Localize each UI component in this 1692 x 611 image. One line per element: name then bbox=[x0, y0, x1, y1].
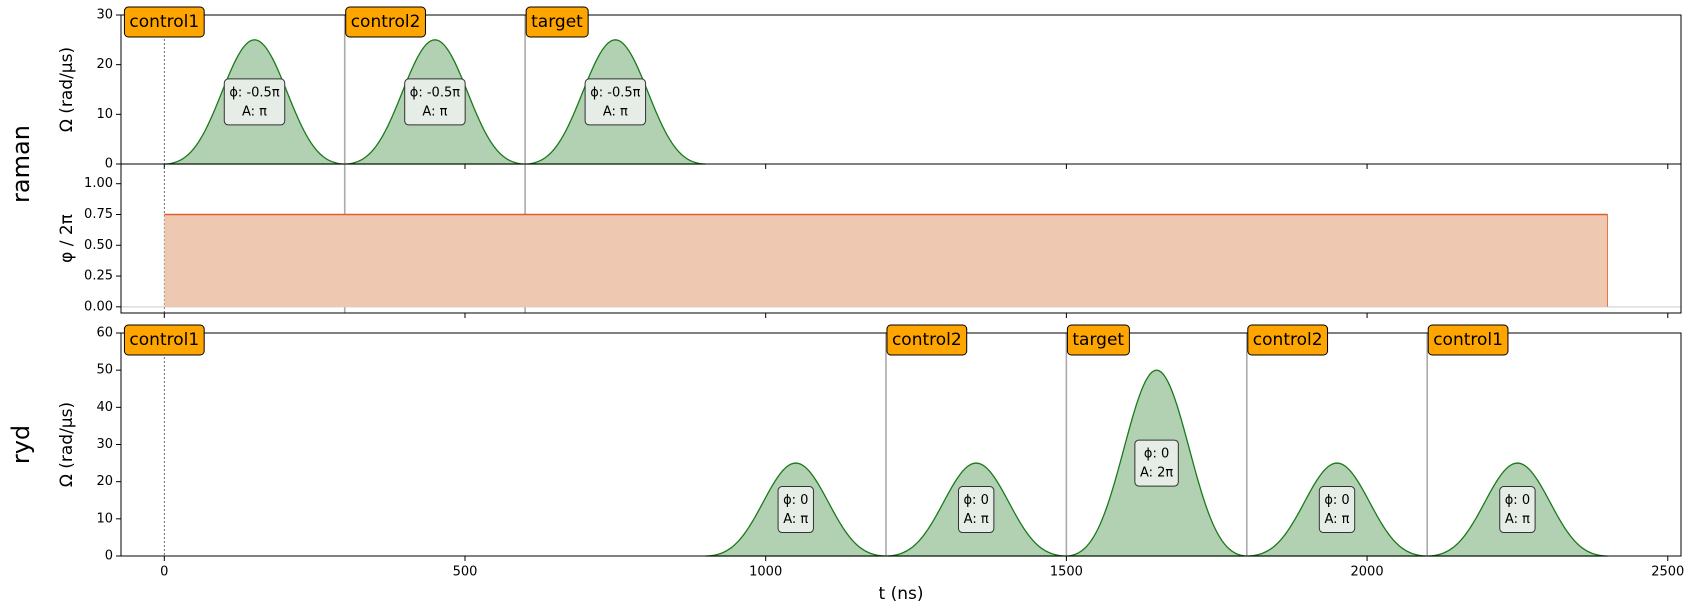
pulse-label-box bbox=[584, 78, 647, 126]
target-label: control2 bbox=[1253, 330, 1323, 350]
pulse-label-box bbox=[223, 78, 286, 126]
target-box bbox=[1066, 324, 1130, 356]
pulse-phase-label: ϕ: -0.5π bbox=[590, 85, 640, 100]
pulse-area-label: A: π bbox=[1505, 512, 1530, 527]
x-axis-label: t (ns) bbox=[879, 584, 924, 604]
x-tick-label: 2500 bbox=[1651, 565, 1684, 580]
target-box bbox=[1427, 324, 1509, 356]
y-tick-label: 10 bbox=[96, 107, 113, 122]
target-box bbox=[345, 6, 426, 38]
pulse-phase-label: ϕ: 0 bbox=[963, 493, 988, 508]
pulse-area-label: A: π bbox=[783, 512, 808, 527]
pulse-label-box bbox=[1499, 486, 1536, 534]
x-tick-label: 2000 bbox=[1351, 565, 1384, 580]
pulse-phase-label: ϕ: 0 bbox=[1505, 493, 1530, 508]
pulse-area-label: A: 2π bbox=[1140, 466, 1173, 481]
pulse-phase-label: ϕ: 0 bbox=[1324, 493, 1349, 508]
target-label: control1 bbox=[129, 330, 199, 350]
pulse-area-label: A: π bbox=[242, 104, 267, 119]
target-box bbox=[123, 324, 205, 356]
channel-label: raman bbox=[7, 125, 35, 203]
y-tick-label: 50 bbox=[96, 363, 113, 378]
y-axis-label: Ω (rad/µs) bbox=[57, 402, 77, 487]
y-tick-label: 30 bbox=[96, 8, 113, 23]
y-tick-label: 60 bbox=[96, 326, 113, 341]
y-tick-label: 20 bbox=[96, 474, 113, 489]
y-tick-label: 0.25 bbox=[84, 269, 113, 284]
pulse-area-label: A: π bbox=[422, 104, 447, 119]
channel-label: ryd bbox=[7, 425, 35, 464]
plot-frame bbox=[120, 332, 1682, 557]
x-tick-label: 0 bbox=[160, 565, 168, 580]
y-tick-label: 0 bbox=[105, 157, 113, 172]
plot-frame bbox=[120, 163, 1682, 314]
pulse-area-label: A: π bbox=[1324, 512, 1349, 527]
target-label: control2 bbox=[351, 12, 421, 32]
y-tick-label: 0 bbox=[105, 549, 113, 564]
y-tick-label: 30 bbox=[96, 437, 113, 452]
target-label: control1 bbox=[1433, 330, 1503, 350]
target-box bbox=[525, 6, 589, 38]
target-label: control2 bbox=[892, 330, 962, 350]
x-tick-label: 500 bbox=[453, 565, 478, 580]
y-axis-label: Ω (rad/µs) bbox=[57, 47, 77, 132]
x-tick-label: 1000 bbox=[749, 565, 782, 580]
y-tick-label: 20 bbox=[96, 57, 113, 72]
target-box bbox=[886, 324, 968, 356]
target-label: target bbox=[531, 12, 583, 32]
y-tick-label: 40 bbox=[96, 400, 113, 415]
y-tick-label: 10 bbox=[96, 511, 113, 526]
pulse-area-label: A: π bbox=[964, 512, 989, 527]
pulse-phase-label: ϕ: -0.5π bbox=[229, 85, 279, 100]
pulse-label-box bbox=[404, 78, 466, 126]
y-axis-label: φ / 2π bbox=[57, 214, 77, 263]
x-tick-label: 1500 bbox=[1050, 565, 1083, 580]
pulse-phase-label: ϕ: -0.5π bbox=[410, 85, 460, 100]
y-tick-label: 1.00 bbox=[84, 176, 113, 191]
target-box bbox=[1247, 324, 1329, 356]
target-box bbox=[123, 6, 205, 38]
target-label: target bbox=[1072, 330, 1124, 350]
pulse-label-box bbox=[1134, 439, 1179, 487]
pulse-label-box bbox=[777, 486, 814, 534]
y-tick-label: 0.50 bbox=[84, 238, 113, 253]
target-label: control1 bbox=[129, 12, 199, 32]
y-tick-label: 0.00 bbox=[84, 299, 113, 314]
phase-area bbox=[164, 214, 1608, 307]
y-tick-label: 0.75 bbox=[84, 207, 113, 222]
pulse-label-box bbox=[957, 486, 995, 534]
pulse-phase-label: ϕ: 0 bbox=[1144, 447, 1169, 462]
pulse-phase-label: ϕ: 0 bbox=[783, 493, 808, 508]
pulse-label-box bbox=[1318, 486, 1356, 534]
pulse-area-label: A: π bbox=[603, 104, 628, 119]
